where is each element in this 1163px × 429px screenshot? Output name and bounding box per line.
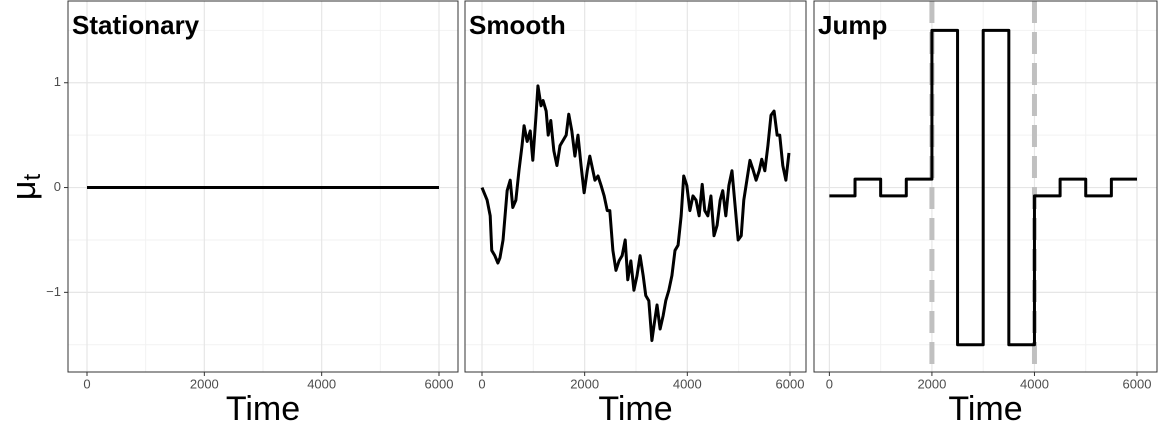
panel-border bbox=[813, 0, 1158, 373]
y-axis-label-main: μ bbox=[5, 181, 43, 201]
x-tick-label: 0 bbox=[83, 376, 90, 391]
x-tick-label: 4000 bbox=[673, 376, 702, 391]
y-tick-label: −1 bbox=[46, 284, 61, 299]
panel-title: Jump bbox=[818, 10, 887, 40]
x-axis-label: Time bbox=[226, 390, 300, 428]
x-tick-label: 6000 bbox=[1123, 376, 1152, 391]
panel-border bbox=[67, 0, 459, 373]
x-tick-label: 0 bbox=[478, 376, 485, 391]
y-tick-label: 1 bbox=[54, 74, 61, 89]
panel-title: Smooth bbox=[469, 10, 566, 40]
x-tick-label: 2000 bbox=[917, 376, 946, 391]
panel-border bbox=[464, 0, 807, 373]
data-line bbox=[829, 28, 1137, 347]
y-axis-label-sub: t bbox=[19, 174, 46, 181]
x-tick-label: 6000 bbox=[425, 376, 454, 391]
x-axis-label: Time bbox=[948, 390, 1022, 428]
panel-title: Stationary bbox=[72, 10, 200, 40]
x-tick-label: 4000 bbox=[1020, 376, 1049, 391]
x-tick-label: 2000 bbox=[570, 376, 599, 391]
x-axis-label: Time bbox=[598, 390, 672, 428]
y-tick-label: 0 bbox=[54, 179, 61, 194]
x-tick-label: 4000 bbox=[307, 376, 336, 391]
x-tick-label: 0 bbox=[826, 376, 833, 391]
y-axis-label: μt bbox=[5, 174, 46, 201]
x-tick-label: 2000 bbox=[190, 376, 219, 391]
x-tick-label: 6000 bbox=[776, 376, 805, 391]
data-line bbox=[480, 84, 791, 343]
